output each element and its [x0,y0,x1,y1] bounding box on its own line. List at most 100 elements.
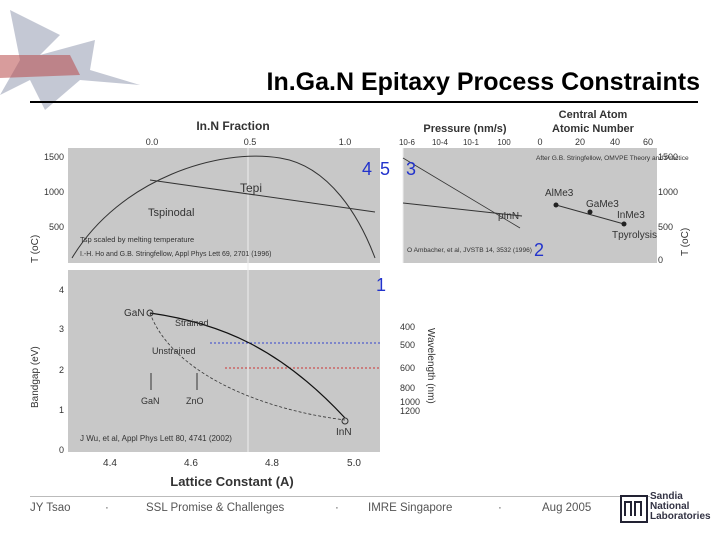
marker-2: 2 [534,240,544,260]
pinn-line [402,202,523,217]
rtemp-tick-1500: 1500 [658,152,678,162]
panel-bandgap [68,270,380,452]
sandia-line-2: National [650,501,690,512]
sandia-mark-inner [624,501,642,516]
inn-tick-0: 0.0 [146,137,159,147]
bg-tick-2: 2 [59,365,64,375]
lc-tick-44: 4.4 [103,458,117,469]
slide-title: In.Ga.N Epitaxy Process Constraints [266,68,700,96]
atomic-tick-2: 40 [610,137,620,147]
pressure-tick-2: 10-1 [463,138,480,147]
almes-point [553,202,559,208]
lc-tick-50: 5.0 [347,458,361,469]
gan-tick-label: GaN [141,396,160,406]
inmes-label: InMe3 [617,210,645,221]
sandia-logo [620,495,648,523]
inn-fraction-ticks: 0.0 0.5 1.0 [146,137,352,147]
pressure-title: Pressure (nm/s) [423,123,506,135]
sandia-line-1: Sandia [650,491,683,502]
marker-3: 3 [406,159,416,179]
footer-venue: IMRE Singapore [368,502,453,514]
gan-point-label: GaN [124,308,145,319]
games-label: GaMe3 [586,199,619,210]
pressure-tick-0: 10-6 [399,138,416,147]
lattice-x-ticks: 4.4 4.6 4.8 5.0 [103,458,361,469]
wl-tick-1000: 1000 [400,397,420,407]
wavelength-ticks: 400 500 600 800 1000 1200 [400,322,420,416]
inn-point-label: InN [336,427,352,438]
temp-tick-1000: 1000 [44,187,64,197]
bg-tick-1: 1 [59,405,64,415]
gan-point [146,309,154,317]
sandia-wordmark: Sandia National Laboratories [650,492,711,522]
panel-inn-fraction [68,148,380,263]
wl-tick-1200: 1200 [400,406,420,416]
panel-atomic-number [530,148,657,263]
tepi-line [149,179,376,213]
temp-tick-1500: 1500 [44,152,64,162]
footer-author: JY Tsao [30,502,71,514]
temperature-right-ticks: 1500 1000 500 0 [658,152,678,265]
unstrained-curve [149,312,346,421]
wl-tick-400: 400 [400,322,415,332]
lattice-x-label: Lattice Constant (A) [170,474,294,489]
atomic-tick-3: 60 [643,137,653,147]
ambacher-ref: O Ambacher, et al, JVSTB 14, 3532 (1996) [407,247,532,254]
rtemp-tick-500: 500 [658,222,673,232]
lc-tick-46: 4.6 [184,458,198,469]
inn-tick-2: 1.0 [339,137,352,147]
inn-point [341,417,349,425]
pressure-cross-line [402,157,521,229]
lc-tick-48: 4.8 [265,458,279,469]
stringfellow-ref: After G.B. Stringfellow, OMVPE Theory an… [536,155,689,162]
bandgap-y-ticks: 4 3 2 1 0 [59,285,64,455]
marker-5: 5 [380,159,390,179]
inn-tick-1: 0.5 [244,137,257,147]
inn-fraction-title: In.N Fraction [196,119,269,133]
zno-tick-label: ZnO [186,396,204,406]
pinn-label: pInN [498,211,519,222]
marker-1: 1 [376,275,386,295]
bg-tick-3: 3 [59,324,64,334]
atomic-number-ticks: 0 20 40 60 [537,137,653,147]
marker-4: 4 [362,159,372,179]
bandgap-y-label: Bandgap (eV) [30,346,41,408]
sandia-line-3: Laboratories [650,511,711,522]
rtemp-tick-1000: 1000 [658,187,678,197]
footer-rule [30,496,650,497]
wl-tick-600: 600 [400,363,415,373]
tsp-scaling-note: Tsp scaled by melting temperature [80,235,194,244]
temperature-right-label: T (oC) [680,228,691,256]
constraints-figure: In.N Fraction Pressure (nm/s) Central At… [30,109,691,489]
spinodal-curve [71,155,376,259]
star-logo [0,10,140,110]
atomic-tick-0: 0 [537,137,542,147]
temp-tick-500: 500 [49,222,64,232]
tepi-label: Tepi [240,181,262,195]
rtemp-tick-0: 0 [658,255,663,265]
tspinodal-label: Tspinodal [148,207,194,219]
atomic-tick-1: 20 [575,137,585,147]
bg-tick-4: 4 [59,285,64,295]
games-point [587,209,593,215]
pressure-tick-1: 10-4 [432,138,449,147]
wl-tick-500: 500 [400,340,415,350]
atomic-number-subtitle: Atomic Number [552,123,635,135]
footer-sep-1: · [105,502,109,514]
ho-stringfellow-ref: I.-H. Ho and G.B. Stringfellow, Appl Phy… [80,251,271,258]
wavelength-label: Wavelength (nm) [425,328,436,404]
strained-curve [149,312,346,419]
central-atom-title: Central Atom [559,109,628,121]
strained-label: Strained [175,318,209,328]
footer-talk: SSL Promise & Challenges [146,502,285,514]
temperature-left-ticks: 1500 1000 500 [44,152,64,232]
pressure-ticks: 10-6 10-4 10-1 100 [399,138,511,147]
wu-ref: J Wu, et al, Appl Phys Lett 80, 4741 (20… [80,434,232,443]
footer-sep-2: · [335,502,339,514]
footer-date: Aug 2005 [542,502,592,514]
pressure-tick-3: 100 [497,138,511,147]
inmes-point [621,221,627,227]
flag-stripe [0,55,80,78]
bg-tick-0: 0 [59,445,64,455]
footer-sep-3: · [498,502,502,514]
